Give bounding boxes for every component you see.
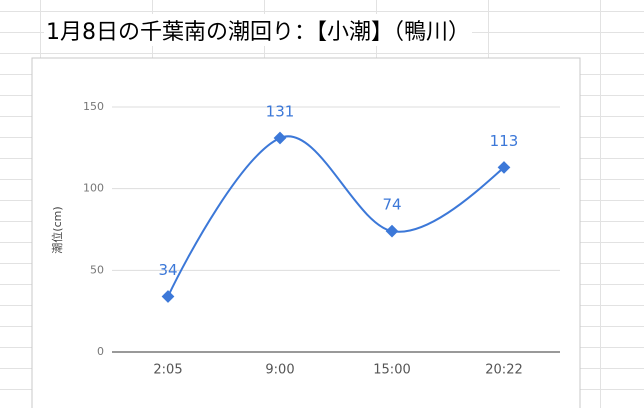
y-tick-label: 0 (97, 345, 104, 358)
data-label: 113 (490, 132, 519, 150)
point-marker (497, 161, 511, 174)
series-line (167, 135, 505, 297)
y-axis-label: 潮位(cm) (50, 206, 64, 253)
point-marker (273, 131, 287, 145)
x-tick-label: 9:00 (265, 363, 294, 378)
y-tick-label: 150 (83, 100, 104, 113)
data-label: 74 (382, 196, 401, 214)
point-marker (385, 224, 399, 238)
x-tick-label: 20:22 (485, 363, 522, 378)
data-label: 34 (158, 261, 177, 279)
data-label: 131 (266, 103, 295, 121)
y-tick-label: 50 (90, 263, 104, 276)
y-tick-label: 100 (83, 182, 104, 195)
x-tick-label: 2:05 (153, 363, 182, 378)
sheet-title: 1月8日の千葉南の潮回り：【小潮】（鴨川） (44, 14, 472, 46)
chart-frame (31, 57, 581, 408)
point-marker (161, 290, 175, 303)
x-tick-label: 15:00 (373, 363, 410, 378)
